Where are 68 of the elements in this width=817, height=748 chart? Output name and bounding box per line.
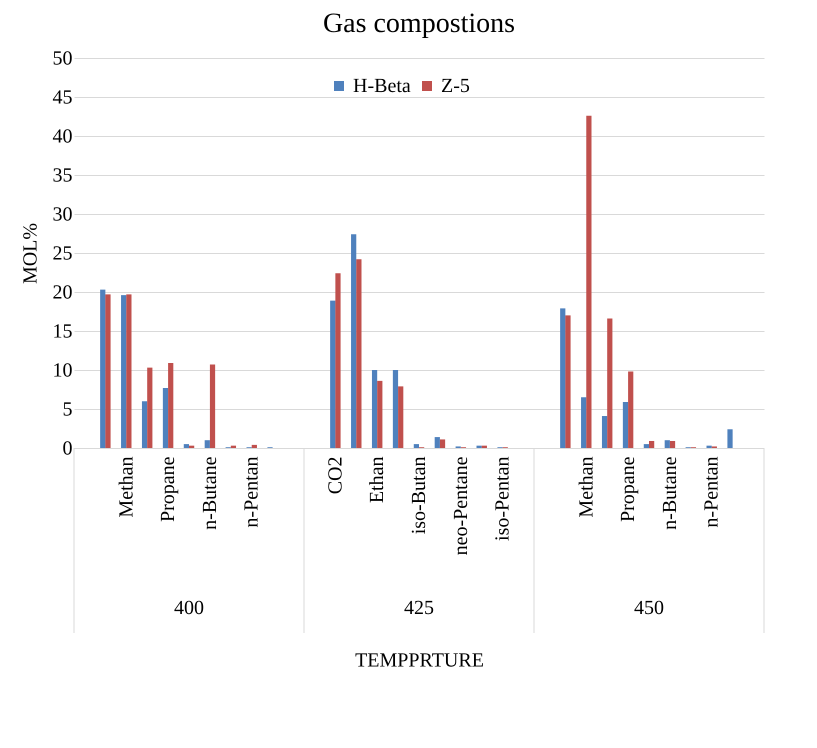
bar [727,429,733,448]
bar [398,386,404,448]
bar [392,370,398,448]
x-tick-label: Methan [115,456,138,518]
bar [351,234,356,448]
bar [184,444,189,448]
x-tick-label: Ethan [366,456,388,504]
y-tick-label: 15 [52,320,72,342]
x-tick-label: CO2 [324,456,346,494]
bar [142,401,148,448]
x-tick-label: Propane [617,456,640,522]
y-tick-label: 50 [52,48,72,70]
y-tick-label: 45 [52,86,72,108]
y-tick-label: 10 [52,360,72,382]
bar [434,437,440,448]
bar [649,440,654,448]
bar [147,368,152,448]
bar [356,259,362,448]
bar [126,294,132,448]
bar [210,364,216,448]
y-tick-label: 40 [52,126,72,148]
bar [335,273,341,448]
bar [121,295,126,448]
y-tick-label: 5 [62,398,72,420]
bar [330,300,336,448]
bar [162,388,168,448]
bar [628,372,634,448]
bar [372,370,378,448]
bar [100,290,106,448]
bar [377,380,382,448]
y-tick-label: 25 [52,242,72,264]
bar [414,444,419,448]
text: 400 [174,597,204,619]
y-tick-label: 35 [52,164,72,186]
x-tick-label: n-Pentan [700,456,723,528]
text: 450 [634,597,664,619]
x-tick-label: Methan [575,456,598,518]
bar [168,362,174,448]
bar [622,402,628,448]
bar [440,439,446,448]
legend-label: H-Beta [353,75,411,97]
bar [252,444,257,448]
y-axis-title: MOL% [20,222,42,284]
text: 425 [404,597,434,619]
x-tick-label: n-Butane [198,456,221,530]
bar [204,440,210,448]
x-tick-label: neo-Pentane [450,456,472,556]
bar [664,440,670,448]
x-tick-label: Propane [157,456,180,522]
bar [602,416,608,448]
legend-label: Z-5 [441,75,470,97]
y-tick-label: 30 [52,204,72,226]
bar [105,294,111,448]
bar [607,318,612,448]
y-tick-label: 20 [52,282,72,304]
y-tick-label: 0 [62,438,72,460]
bar [644,444,649,448]
x-tick-label: n-Pentan [240,456,263,528]
bar [670,440,676,448]
x-tick-label: iso-Pentan [492,456,514,541]
x-tick-label: iso-Butan [408,456,430,534]
bar [565,315,571,448]
x-tick-label: n-Butane [658,456,681,530]
bar [586,116,592,448]
x-axis-title: TEMPPRTURE [355,649,484,672]
chart-title: Gas compostions [322,8,516,39]
bar [581,397,586,448]
bar [560,308,566,448]
